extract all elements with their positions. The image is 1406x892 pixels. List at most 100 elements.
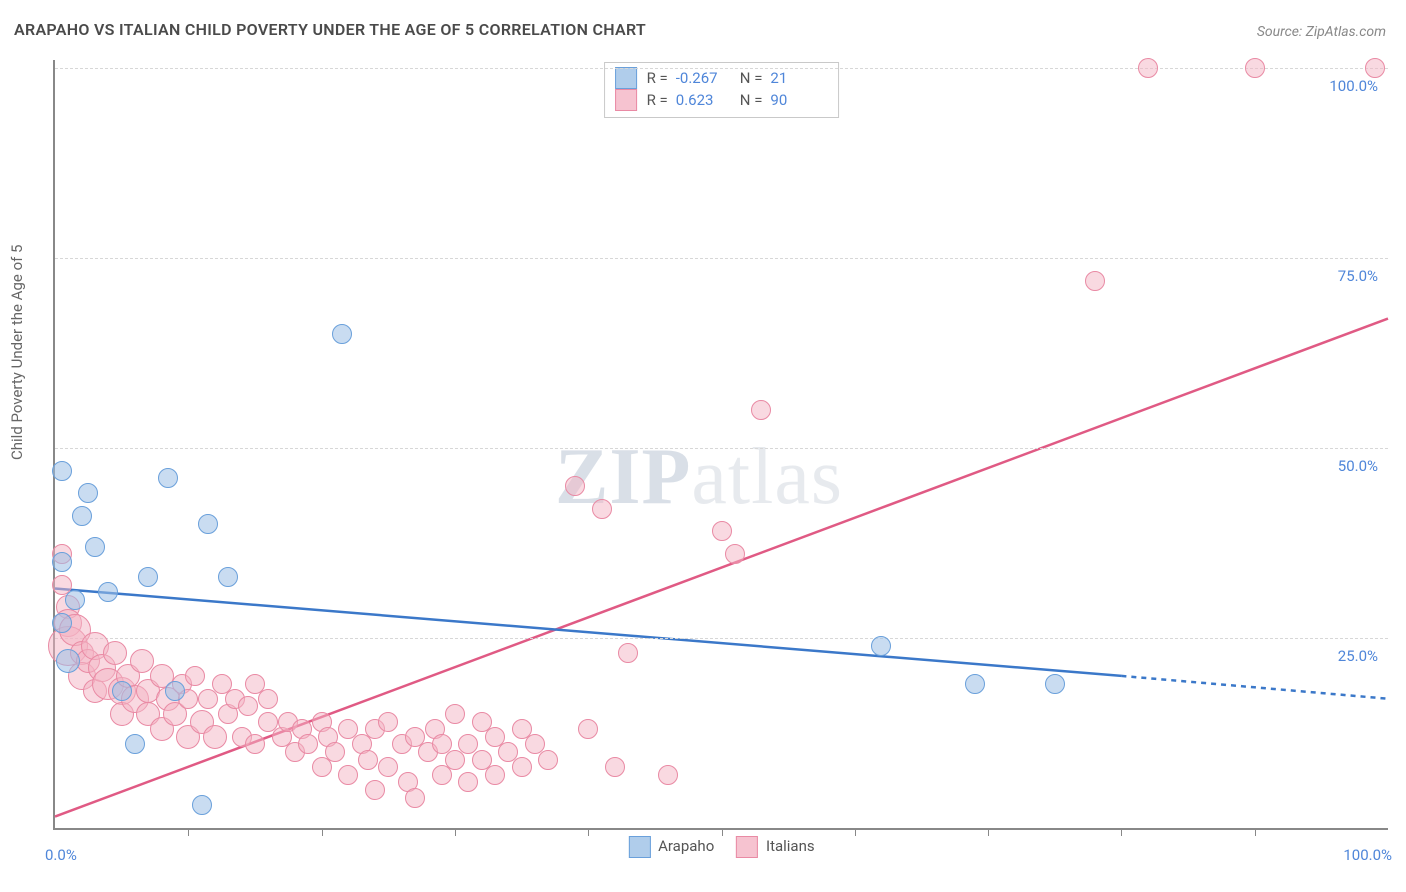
data-point-arapaho	[871, 636, 891, 656]
x-tick	[1121, 828, 1122, 836]
data-point-italians	[712, 521, 732, 541]
data-point-arapaho	[52, 613, 72, 633]
data-point-arapaho	[56, 649, 80, 673]
x-tick	[588, 828, 589, 836]
data-point-italians	[725, 544, 745, 564]
data-point-arapaho	[52, 461, 72, 481]
x-axis-max-label: 100.0%	[1343, 846, 1392, 864]
r-label: R =	[647, 67, 668, 89]
r-value-arapaho: -0.267	[676, 67, 722, 89]
data-point-italians	[203, 725, 227, 749]
data-point-italians	[618, 643, 638, 663]
data-point-italians	[512, 757, 532, 777]
legend-item-italians: Italians	[736, 836, 814, 858]
data-point-arapaho	[138, 567, 158, 587]
data-point-arapaho	[125, 734, 145, 754]
data-point-arapaho	[165, 681, 185, 701]
data-point-italians	[378, 712, 398, 732]
data-point-italians	[245, 734, 265, 754]
y-tick-label: 25.0%	[1338, 647, 1378, 665]
swatch-arapaho	[615, 67, 637, 89]
data-point-italians	[405, 788, 425, 808]
source-value: ZipAtlas.com	[1306, 24, 1386, 40]
x-tick	[188, 828, 189, 836]
x-tick	[455, 828, 456, 836]
data-point-italians	[338, 765, 358, 785]
x-tick	[722, 828, 723, 836]
data-point-arapaho	[1045, 674, 1065, 694]
data-point-italians	[378, 757, 398, 777]
data-point-italians	[1365, 58, 1385, 78]
x-axis-min-label: 0.0%	[45, 846, 77, 864]
data-point-arapaho	[965, 674, 985, 694]
x-tick	[322, 828, 323, 836]
r-label: R =	[647, 89, 668, 111]
y-tick-label: 100.0%	[1329, 77, 1378, 95]
y-tick-label: 50.0%	[1338, 457, 1378, 475]
data-point-arapaho	[218, 567, 238, 587]
y-axis-label: Child Poverty Under the Age of 5	[8, 245, 26, 461]
n-label: N =	[740, 67, 763, 89]
data-point-italians	[751, 400, 771, 420]
legend-row-arapaho: R = -0.267 N = 21	[615, 67, 829, 89]
data-point-italians	[458, 772, 478, 792]
swatch-arapaho	[628, 836, 650, 858]
legend-row-italians: R = 0.623 N = 90	[615, 89, 829, 111]
data-point-italians	[358, 750, 378, 770]
plot-area: ZIPatlas R = -0.267 N = 21 R = 0.623 N =…	[53, 60, 1388, 830]
x-tick	[855, 828, 856, 836]
legend-item-arapaho: Arapaho	[628, 836, 714, 858]
gridline	[55, 638, 1388, 639]
n-value-arapaho: 21	[770, 67, 816, 89]
data-point-italians	[103, 641, 127, 665]
data-point-italians	[538, 750, 558, 770]
data-point-arapaho	[78, 483, 98, 503]
data-point-italians	[258, 689, 278, 709]
data-point-arapaho	[98, 582, 118, 602]
data-point-italians	[130, 649, 154, 673]
data-point-arapaho	[72, 506, 92, 526]
data-point-italians	[1245, 58, 1265, 78]
legend-label-italians: Italians	[766, 837, 815, 855]
swatch-italians	[736, 836, 758, 858]
gridline	[55, 448, 1388, 449]
data-point-italians	[445, 704, 465, 724]
data-point-italians	[578, 719, 598, 739]
data-point-arapaho	[65, 590, 85, 610]
data-point-italians	[658, 765, 678, 785]
n-label: N =	[740, 89, 763, 111]
y-tick-label: 75.0%	[1338, 267, 1378, 285]
data-point-italians	[298, 734, 318, 754]
data-point-arapaho	[85, 537, 105, 557]
chart-title: ARAPAHO VS ITALIAN CHILD POVERTY UNDER T…	[14, 20, 646, 39]
source-attribution: Source: ZipAtlas.com	[1257, 24, 1386, 40]
data-point-arapaho	[52, 552, 72, 572]
data-point-italians	[605, 757, 625, 777]
gridline	[55, 258, 1388, 259]
source-label: Source:	[1257, 24, 1302, 40]
gridline	[55, 68, 1388, 69]
legend-label-arapaho: Arapaho	[658, 837, 714, 855]
n-value-italians: 90	[770, 89, 816, 111]
data-point-italians	[185, 666, 205, 686]
data-point-arapaho	[112, 681, 132, 701]
data-point-italians	[238, 696, 258, 716]
data-point-italians	[485, 765, 505, 785]
x-tick	[1255, 828, 1256, 836]
swatch-italians	[615, 89, 637, 111]
data-point-italians	[325, 742, 345, 762]
data-point-italians	[1085, 271, 1105, 291]
x-tick	[988, 828, 989, 836]
data-point-arapaho	[192, 795, 212, 815]
correlation-legend: R = -0.267 N = 21 R = 0.623 N = 90	[604, 62, 840, 118]
data-point-arapaho	[198, 514, 218, 534]
r-value-italians: 0.623	[676, 89, 722, 111]
data-point-italians	[592, 499, 612, 519]
data-point-italians	[565, 476, 585, 496]
trend-line	[1121, 676, 1388, 699]
data-point-italians	[1138, 58, 1158, 78]
data-point-arapaho	[332, 324, 352, 344]
data-point-arapaho	[158, 468, 178, 488]
data-point-italians	[365, 780, 385, 800]
trend-line	[55, 588, 1121, 675]
